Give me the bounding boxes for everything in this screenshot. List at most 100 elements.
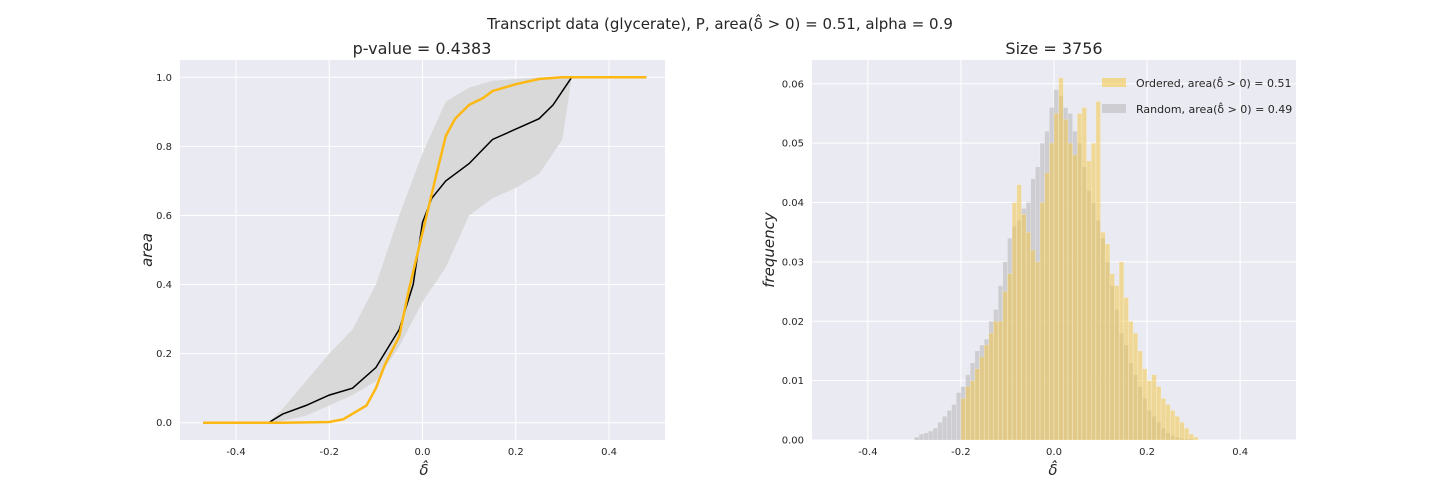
ordered-histogram-bar [1118,261,1125,441]
left-x-axis-label: δ̂ [419,459,428,479]
left-x-tick-label: -0.4 [226,447,246,458]
right-x-tick-label: 0.2 [1139,447,1155,458]
right-y-tick-label: 0.05 [782,139,804,150]
ordered-histogram-bar [1104,243,1111,441]
ordered-histogram-bar [1030,249,1036,441]
ordered-histogram-bar [1142,368,1148,441]
ordered-histogram-bar [1128,321,1134,441]
random-histogram-bar [951,404,957,441]
ordered-histogram-bar [1184,427,1190,441]
ordered-histogram-bar [1109,273,1115,441]
ordered-histogram-bar [1170,410,1176,441]
ordered-histogram-bar [1063,119,1069,441]
random-histogram-bar [918,433,924,441]
histogram-legend: Ordered, area(δ̂ > 0) = 0.51 Random, are… [1102,76,1292,116]
ordered-histogram-bar [988,332,994,441]
right-x-tick-label: -0.4 [858,447,878,458]
left-y-tick-label: 0.8 [156,142,172,153]
right-x-axis-label: δ̂ [1048,459,1057,479]
random-histogram-bar [946,410,952,441]
ordered-histogram-bar [1016,184,1022,441]
ordered-histogram-bar [1123,297,1129,441]
ordered-histogram-bar [1053,113,1059,441]
ordered-histogram-bar [1007,273,1013,441]
ordered-histogram-bar [1188,433,1194,441]
right-y-tick-label: 0.04 [782,198,804,209]
right-y-tick-label: 0.06 [782,79,804,90]
ordered-histogram-bar [1100,231,1106,441]
ordered-histogram-bar [1049,142,1055,441]
ordered-histogram-bar [993,321,999,441]
left-y-tick-label: 0.0 [156,418,172,429]
ordered-histogram-bar [1193,436,1199,441]
left-y-axis-label: area [138,233,156,267]
right-x-tick-label: -0.2 [951,447,971,458]
left-plot-title: p-value = 0.4383 [353,39,492,58]
ordered-histogram-bar [1039,202,1045,441]
ordered-histogram-bar [1132,332,1139,441]
random-histogram-bar [914,436,920,441]
ordered-histogram-bar [983,344,990,441]
left-x-tick-label: 0.4 [601,447,617,458]
ordered-histogram-bar [979,356,985,441]
random-histogram-bar [956,392,962,441]
ordered-histogram-bar [1011,202,1018,441]
left-y-tick-label: 0.2 [156,349,172,360]
ordered-histogram-bar [1165,404,1171,441]
ordered-histogram-bar [1174,416,1180,441]
ordered-histogram-bar [1067,142,1073,441]
random-histogram-bar [937,421,943,441]
ordered-histogram-bar [1058,77,1064,441]
right-tick-labels: -0.4 -0.2 0.0 0.2 0.4 0.00 0.01 0.02 0.03 0.04 0.0… [782,79,1248,458]
right-y-tick-label: 0.02 [782,317,804,328]
ordered-histogram-bar [1044,172,1050,441]
legend-swatch-ordered [1102,78,1126,87]
ordered-histogram-bar [1137,350,1143,441]
ordered-histogram-bar [1095,101,1101,441]
random-histogram-bar [923,432,929,441]
ordered-histogram-bar [1035,261,1041,441]
ordered-histogram-bar [1081,107,1087,441]
ordered-histogram-bar [1021,214,1027,441]
left-y-tick-label: 0.6 [156,211,172,222]
ordered-histogram-bar [960,398,966,441]
left-tick-labels: -0.4 -0.2 0.0 0.2 0.4 0.0 0.2 0.4 0.6 0.8 1.0 [156,73,617,458]
ordered-histogram-bar [1077,113,1083,441]
ordered-histogram-bar [997,321,1004,441]
random-histogram-bar [928,430,934,441]
ordered-histogram-bar [1025,231,1031,441]
ordered-histogram-bar [1114,285,1120,441]
left-x-tick-label: 0.0 [415,447,431,458]
ordered-histogram-bar [969,380,976,441]
random-histogram-bar [942,416,948,441]
ordered-histogram-bar [1160,398,1166,441]
ordered-histogram-bar [974,368,980,441]
right-y-axis-label: frequency [760,211,778,288]
ordered-histogram-bar [1072,154,1078,441]
random-confidence-band [203,77,647,423]
ordered-histogram-bar [1156,386,1162,441]
right-plot-title: Size = 3756 [1005,39,1102,58]
random-histogram-bar [932,427,938,441]
histogram-panel: -0.4 -0.2 0.0 0.2 0.4 0.00 0.01 0.02 0.03 0.04 0.0… [760,39,1296,479]
left-y-tick-label: 0.4 [156,280,172,291]
left-x-tick-label: -0.2 [319,447,339,458]
legend-label-ordered: Ordered, area(δ̂ > 0) = 0.51 [1136,76,1292,90]
ordered-histogram-bar [1179,421,1185,441]
left-y-tick-label: 1.0 [156,73,172,84]
ordered-area-line [203,76,647,424]
right-y-tick-label: 0.03 [782,257,804,268]
ordered-histogram-bar [1151,374,1157,441]
legend-label-random: Random, area(δ̂ > 0) = 0.49 [1136,102,1292,116]
figure-suptitle: Transcript data (glycerate), P, area(δ̂ … [486,13,953,33]
right-y-tick-label: 0.01 [782,376,804,387]
left-x-tick-label: 0.2 [508,447,524,458]
ordered-histogram-bar [1090,142,1097,441]
right-y-tick-label: 0.00 [782,436,804,447]
ordered-histogram-bar [1002,291,1008,441]
ordered-histogram-bar [965,386,971,441]
right-x-tick-label: 0.4 [1232,447,1248,458]
legend-swatch-random [1102,104,1126,113]
right-x-tick-label: 0.0 [1046,447,1062,458]
